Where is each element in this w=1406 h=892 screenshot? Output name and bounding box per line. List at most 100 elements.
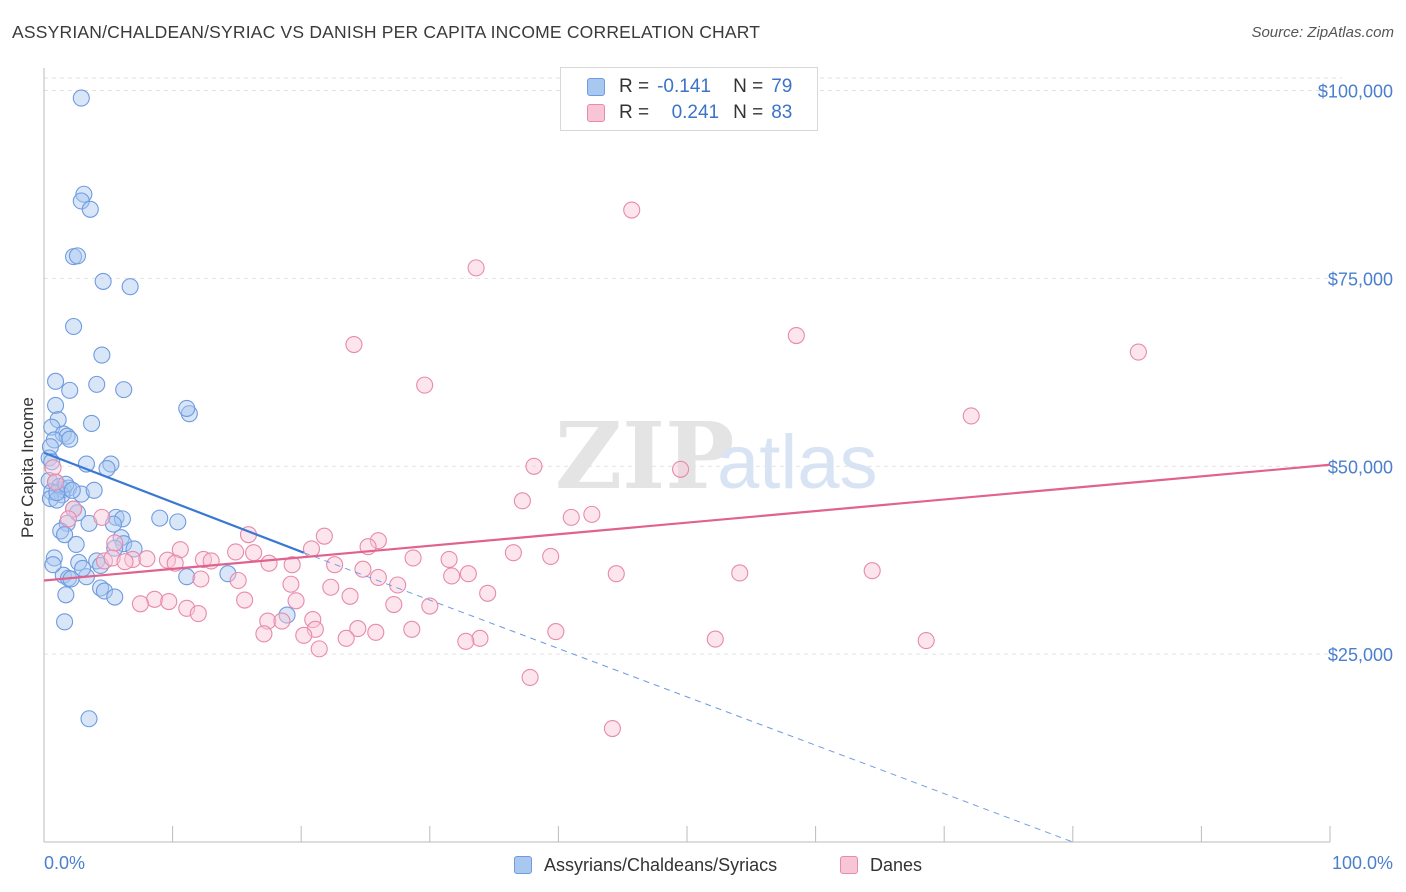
point-danes	[304, 611, 322, 629]
point-danes	[106, 534, 124, 552]
point-assyrians	[43, 483, 61, 501]
point-assyrians	[107, 508, 125, 526]
point-danes	[146, 590, 164, 608]
grid-lines	[44, 77, 1342, 655]
point-assyrians	[41, 490, 59, 508]
point-danes	[369, 532, 387, 550]
point-assyrians	[95, 582, 113, 600]
y-tick-label: $100,000	[1318, 82, 1393, 102]
point-assyrians	[61, 430, 79, 448]
point-danes	[603, 719, 621, 738]
y-tick-label: $25,000	[1328, 645, 1393, 665]
point-danes	[354, 560, 372, 578]
point-danes	[367, 623, 385, 641]
point-danes	[59, 510, 77, 528]
point-danes	[273, 612, 291, 630]
point-danes	[385, 595, 403, 614]
point-assyrians	[169, 513, 187, 531]
legend-label: Assyrians/Chaldeans/Syriacs	[544, 854, 778, 875]
chart-title: ASSYRIAN/CHALDEAN/SYRIAC VS DANISH PER C…	[12, 22, 761, 42]
r-value: -0.141	[657, 76, 711, 97]
point-assyrians	[56, 613, 74, 631]
point-assyrians	[75, 185, 93, 203]
point-assyrians	[94, 272, 112, 290]
point-assyrians	[47, 372, 65, 390]
point-danes	[282, 575, 300, 593]
point-danes	[525, 457, 543, 475]
trend-line-assyrians	[43, 451, 305, 554]
point-danes	[160, 592, 178, 611]
point-assyrians	[178, 568, 196, 586]
point-danes	[459, 565, 477, 583]
point-assyrians	[57, 475, 75, 493]
point-assyrians	[88, 375, 106, 393]
tick-labels: $25,000 $50,000 $75,000 $100,000 0.0% 100.0%	[44, 82, 1393, 873]
legend-swatch-blue	[587, 78, 605, 96]
r-label: R =	[619, 102, 650, 123]
point-danes	[457, 632, 475, 650]
point-danes	[47, 473, 65, 491]
point-assyrians	[151, 509, 169, 527]
point-danes	[65, 500, 83, 518]
point-danes	[189, 605, 207, 623]
point-assyrians	[72, 485, 90, 503]
y-tick-label: $75,000	[1328, 269, 1393, 289]
legend-swatch-blue	[514, 856, 532, 874]
point-danes	[389, 576, 407, 594]
trend-line-assyrians-extension	[303, 552, 1073, 843]
point-assyrians	[106, 588, 124, 606]
point-assyrians	[57, 586, 75, 604]
point-danes	[302, 540, 321, 558]
point-danes	[166, 554, 184, 572]
point-assyrians	[61, 381, 79, 399]
point-assyrians	[93, 346, 111, 364]
point-danes	[513, 492, 531, 510]
bottom-legend-assyrians: Assyrians/Chaldeans/Syriacs	[514, 852, 777, 878]
point-danes	[349, 620, 367, 638]
legend-swatch-pink	[840, 856, 858, 874]
point-danes	[504, 544, 522, 562]
point-danes	[672, 460, 690, 478]
n-value: 83	[771, 102, 793, 123]
point-danes	[467, 259, 485, 277]
point-danes	[44, 459, 62, 477]
r-value: 0.241	[671, 102, 720, 123]
point-danes	[260, 554, 278, 572]
point-danes	[863, 562, 881, 580]
point-danes	[917, 632, 935, 650]
point-danes	[283, 556, 301, 574]
point-danes	[245, 544, 263, 562]
point-danes	[562, 508, 580, 526]
point-assyrians	[219, 565, 237, 583]
point-assyrians	[56, 526, 74, 544]
point-assyrians	[178, 399, 196, 417]
point-danes	[403, 620, 421, 638]
point-danes	[229, 571, 247, 590]
chart-source: Source: ZipAtlas.com	[1251, 24, 1394, 41]
point-danes	[404, 549, 422, 567]
point-assyrians	[83, 414, 101, 432]
point-danes	[731, 564, 749, 582]
point-danes	[287, 592, 305, 610]
point-danes	[138, 550, 156, 568]
point-danes	[116, 553, 134, 571]
point-danes	[787, 326, 805, 345]
watermark-atlas: atlas	[717, 420, 878, 505]
legend-label: Danes	[870, 854, 923, 875]
point-danes	[416, 376, 434, 394]
point-danes	[479, 584, 497, 602]
point-danes	[93, 508, 111, 526]
point-assyrians	[68, 247, 86, 265]
point-assyrians	[115, 535, 133, 553]
watermark-zip: ZIP	[555, 402, 734, 510]
legend-swatch-pink	[587, 104, 605, 122]
point-danes	[440, 550, 458, 569]
point-danes	[607, 565, 625, 583]
point-danes	[542, 547, 560, 565]
bottom-legend-danes: Danes	[840, 852, 922, 878]
point-danes	[962, 407, 980, 425]
r-label: R =	[619, 76, 650, 97]
point-assyrians	[58, 427, 76, 445]
n-label: N =	[733, 76, 764, 97]
